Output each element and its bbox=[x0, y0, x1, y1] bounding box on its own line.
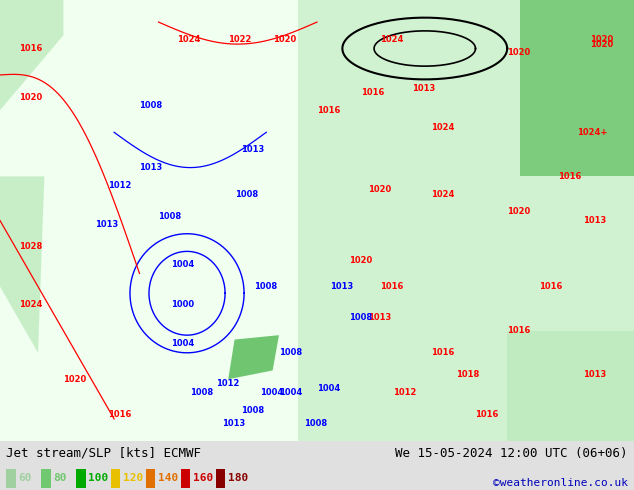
Text: 1016: 1016 bbox=[361, 88, 385, 97]
Polygon shape bbox=[507, 331, 634, 441]
Text: 180: 180 bbox=[228, 473, 248, 483]
Text: 1012: 1012 bbox=[216, 379, 239, 388]
Polygon shape bbox=[520, 0, 634, 176]
Bar bbox=[216, 469, 225, 488]
Text: Jet stream/SLP [kts] ECMWF: Jet stream/SLP [kts] ECMWF bbox=[6, 447, 202, 460]
Text: 1008: 1008 bbox=[279, 348, 302, 357]
Text: 1024: 1024 bbox=[19, 300, 42, 309]
Text: 1012: 1012 bbox=[108, 181, 131, 190]
Text: 1016: 1016 bbox=[476, 410, 499, 419]
Polygon shape bbox=[298, 0, 634, 441]
Text: 1024: 1024 bbox=[178, 35, 201, 44]
Text: 1016: 1016 bbox=[108, 410, 131, 419]
Text: 1024: 1024 bbox=[431, 190, 455, 198]
Text: 1020: 1020 bbox=[590, 40, 613, 49]
Text: 60: 60 bbox=[18, 473, 32, 483]
Bar bbox=[6, 469, 16, 488]
Text: 1020: 1020 bbox=[590, 35, 613, 44]
Text: 1004: 1004 bbox=[171, 260, 195, 269]
Text: 1008: 1008 bbox=[349, 313, 372, 322]
Text: 1013: 1013 bbox=[583, 216, 607, 225]
Text: 1020: 1020 bbox=[273, 35, 296, 44]
Text: 1013: 1013 bbox=[330, 282, 353, 291]
Bar bbox=[181, 469, 190, 488]
Text: 80: 80 bbox=[53, 473, 67, 483]
Text: 1008: 1008 bbox=[139, 101, 162, 110]
Text: 1013: 1013 bbox=[368, 313, 391, 322]
Text: 1008: 1008 bbox=[235, 190, 257, 198]
Text: 1016: 1016 bbox=[558, 172, 581, 181]
Bar bbox=[111, 469, 120, 488]
Text: 1020: 1020 bbox=[507, 207, 531, 216]
Text: 1013: 1013 bbox=[139, 163, 163, 172]
Text: 1000: 1000 bbox=[171, 300, 194, 309]
Bar bbox=[41, 469, 51, 488]
Text: ©weatheronline.co.uk: ©weatheronline.co.uk bbox=[493, 478, 628, 488]
Text: 1024+: 1024+ bbox=[577, 128, 607, 137]
Text: 1028: 1028 bbox=[19, 243, 42, 251]
Text: 1024: 1024 bbox=[380, 35, 404, 44]
Text: 1004: 1004 bbox=[171, 340, 195, 348]
Text: 120: 120 bbox=[123, 473, 143, 483]
Text: 1016: 1016 bbox=[431, 348, 455, 357]
Text: 1020: 1020 bbox=[507, 49, 531, 57]
Polygon shape bbox=[0, 0, 63, 110]
Text: 1012: 1012 bbox=[393, 388, 417, 397]
Text: 1008: 1008 bbox=[241, 406, 264, 415]
Text: 1008: 1008 bbox=[254, 282, 276, 291]
Text: 1008: 1008 bbox=[190, 388, 213, 397]
Text: 1016: 1016 bbox=[539, 282, 562, 291]
Text: 1020: 1020 bbox=[63, 375, 87, 384]
Text: 1024: 1024 bbox=[431, 123, 455, 132]
Text: 1013: 1013 bbox=[95, 220, 119, 229]
Text: 1016: 1016 bbox=[507, 326, 531, 335]
Text: 100: 100 bbox=[88, 473, 108, 483]
Text: 1004: 1004 bbox=[317, 384, 340, 392]
Text: 1013: 1013 bbox=[241, 146, 264, 154]
Polygon shape bbox=[228, 335, 279, 379]
Text: 1016: 1016 bbox=[19, 44, 42, 53]
Bar bbox=[146, 469, 155, 488]
Text: We 15-05-2024 12:00 UTC (06+06): We 15-05-2024 12:00 UTC (06+06) bbox=[395, 447, 628, 460]
Text: 1016: 1016 bbox=[380, 282, 404, 291]
Text: 1022: 1022 bbox=[228, 35, 252, 44]
Text: 1008: 1008 bbox=[304, 419, 327, 428]
Bar bbox=[76, 469, 86, 488]
Text: 1004: 1004 bbox=[279, 388, 302, 397]
Text: 1018: 1018 bbox=[456, 370, 480, 379]
Text: 1004: 1004 bbox=[260, 388, 283, 397]
Text: 140: 140 bbox=[158, 473, 178, 483]
Text: 1013: 1013 bbox=[583, 370, 607, 379]
Text: 1020: 1020 bbox=[368, 185, 391, 194]
Text: 1013: 1013 bbox=[412, 84, 436, 93]
Polygon shape bbox=[0, 176, 44, 353]
Text: 160: 160 bbox=[193, 473, 213, 483]
Text: 1013: 1013 bbox=[222, 419, 245, 428]
Text: 1020: 1020 bbox=[349, 256, 372, 265]
Text: 1008: 1008 bbox=[158, 212, 181, 220]
Text: 1016: 1016 bbox=[317, 106, 340, 115]
Text: 1020: 1020 bbox=[19, 93, 42, 101]
